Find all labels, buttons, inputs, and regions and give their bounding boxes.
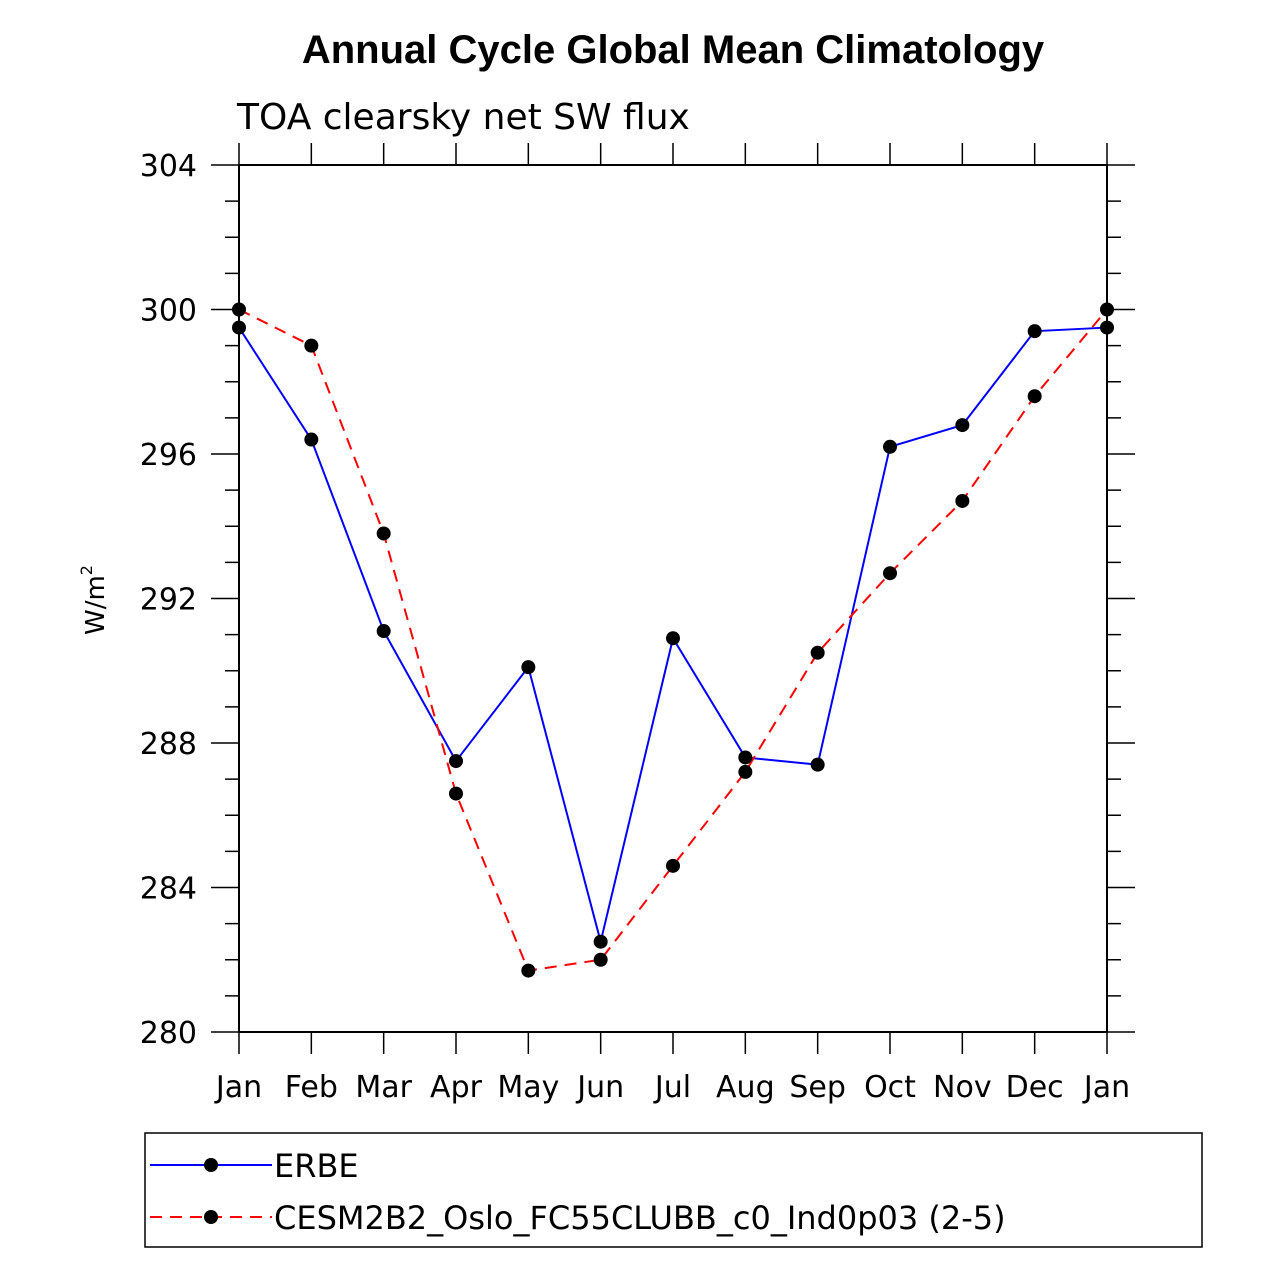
series-1-point (1027, 389, 1042, 404)
legend: ERBE CESM2B2_Oslo_FC55CLUBB_c0_Ind0p03 (… (144, 1132, 1203, 1248)
axis-ticks: 280 284 288 292 296 300 304 Jan Feb Mar Apr May Jun J… (140, 143, 1135, 1105)
y-tick-label: 296 (140, 438, 197, 473)
series-0-point (810, 757, 825, 772)
x-tick-label: Oct (864, 1070, 916, 1105)
series-1-point (449, 786, 463, 801)
x-tick-label: Aug (716, 1070, 775, 1105)
series-1-point (666, 858, 680, 873)
series-0-point (666, 631, 680, 646)
chart-title: Annual Cycle Global Mean Climatology (302, 28, 1045, 72)
series-1-point (738, 764, 753, 779)
series-0-point (376, 624, 391, 639)
series-0-point (955, 418, 970, 433)
series-0-point (738, 750, 753, 765)
series-1-point (883, 566, 897, 581)
series-1-point (593, 952, 608, 967)
series-0-point (1027, 324, 1042, 339)
series-0-point (883, 439, 897, 454)
x-tick-label: Feb (285, 1070, 338, 1105)
series-1-point (521, 963, 536, 978)
y-tick-label: 284 (140, 872, 197, 907)
x-tick-label: Mar (355, 1070, 412, 1105)
series-1-point (955, 493, 970, 508)
series-0-point (449, 754, 463, 769)
legend-box (144, 1132, 1203, 1248)
x-tick-label: Nov (933, 1070, 992, 1105)
y-tick-label: 288 (140, 727, 197, 762)
x-tick-label: Apr (430, 1070, 483, 1105)
x-tick-label: Sep (789, 1070, 846, 1105)
legend-label-cesm: CESM2B2_Oslo_FC55CLUBB_c0_Ind0p03 (2-5) (274, 1199, 1006, 1237)
series-0-point (304, 432, 319, 447)
x-tick-label: Jun (575, 1070, 624, 1105)
legend-marker-cesm (204, 1210, 218, 1224)
legend-label-erbe: ERBE (274, 1147, 359, 1185)
y-tick-label: 300 (140, 294, 197, 329)
series-layer (232, 302, 1114, 978)
x-tick-label: Dec (1006, 1070, 1064, 1105)
legend-marker-erbe (204, 1158, 218, 1172)
series-1-point (304, 338, 319, 353)
chart-subtitle: TOA clearsky net SW flux (236, 97, 690, 138)
y-tick-label: 280 (140, 1016, 197, 1051)
plot-frame (238, 164, 1108, 1033)
series-1-point (810, 645, 825, 660)
y-axis-label: W/m2 (77, 565, 111, 635)
x-tick-label: Jan (1082, 1070, 1130, 1105)
x-tick-label: Jan (214, 1070, 262, 1105)
y-tick-label: 304 (140, 149, 197, 184)
series-0-point (593, 934, 608, 949)
series-0-point (521, 660, 536, 675)
y-tick-label: 292 (140, 583, 197, 618)
series-1-point (376, 526, 391, 541)
y-axis-label-exponent: 2 (77, 565, 96, 575)
x-tick-label: Jul (653, 1070, 691, 1105)
x-tick-label: May (497, 1070, 559, 1105)
y-axis-label-unit: W/m (81, 575, 111, 635)
